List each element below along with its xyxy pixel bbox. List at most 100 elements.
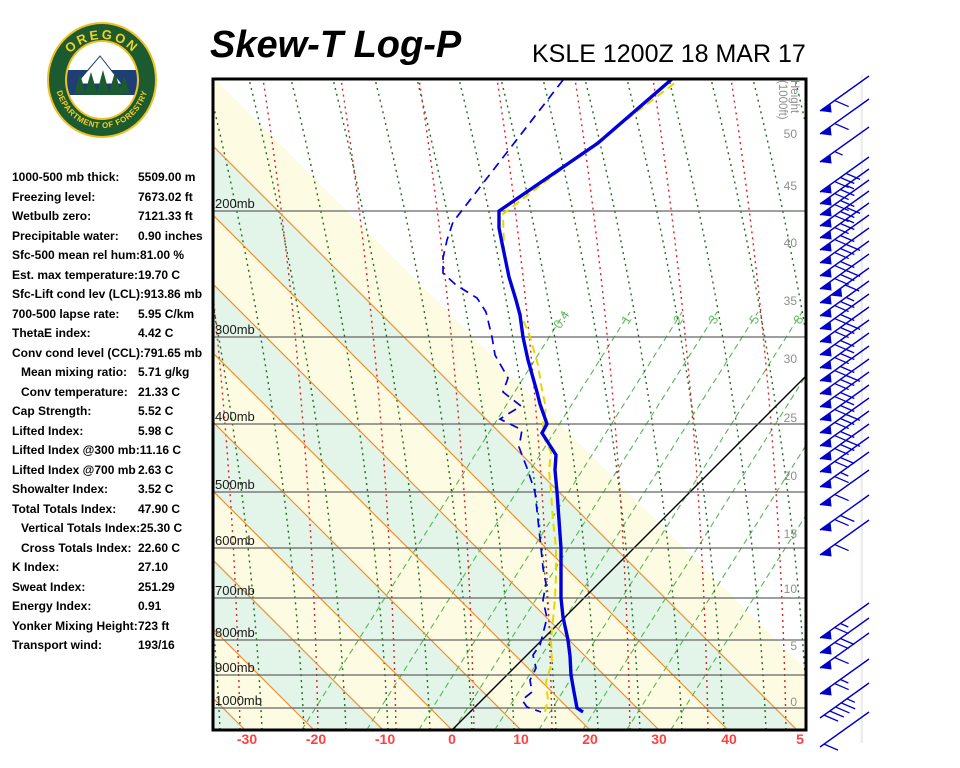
wind-barb: [819, 602, 870, 640]
agency-logo-image: OREGON DEPARTMENT OF FORESTRY: [47, 22, 157, 138]
stat-value: 913.86 mb: [144, 287, 203, 301]
stat-row: K Index: 27.10: [12, 558, 203, 578]
stat-row: Yonker Mixing Height:723 ft: [12, 617, 203, 637]
stat-value: 7121.33 ft: [138, 209, 193, 223]
stat-row: Mean mixing ratio: 5.71 g/kg: [12, 363, 203, 383]
stat-value: 5.52 C: [138, 404, 174, 418]
chart-border: [211, 77, 808, 732]
stat-label: Sweat Index:: [12, 579, 86, 594]
wind-barb: [819, 519, 870, 557]
dewpoint-trace: [442, 79, 564, 713]
sounding-stats-panel: 1000-500 mb thick: 5509.00 m Freezing leve…: [12, 168, 203, 656]
stat-label: Lifted Index:: [12, 423, 84, 438]
wind-barb: [819, 632, 870, 670]
height-label: 45: [784, 179, 798, 193]
stat-value: 251.29: [138, 579, 175, 594]
wind-barb: [819, 190, 870, 228]
stat-row: 1000-500 mb thick: 5509.00 m: [12, 168, 203, 188]
stat-label: Precipitable water:: [12, 228, 119, 243]
wind-barb: [819, 397, 870, 435]
stat-row: Transport wind: 193/16: [12, 636, 203, 656]
wind-barb: [819, 711, 870, 751]
wind-barb: [819, 682, 870, 722]
stat-label: Sfc-Lift cond lev (LCL):: [12, 287, 144, 301]
pressure-label: 900mb: [215, 660, 255, 675]
stat-row: Freezing level: 7673.02 ft: [12, 188, 203, 208]
pressure-label: 300mb: [215, 322, 255, 337]
stat-value: 5.95 C/km: [138, 306, 195, 321]
temperature-axis-label: 30: [651, 731, 667, 747]
stat-label: Transport wind:: [12, 638, 102, 652]
height-label: 30: [784, 352, 798, 366]
stat-value: 5509.00 m: [138, 170, 196, 184]
wind-barb: [819, 168, 870, 206]
temperature-axis-label: -30: [237, 731, 257, 747]
height-axis-units: (1000ft): [776, 80, 788, 120]
stat-label: Vertical Totals Index:: [21, 521, 141, 535]
parcel-trace: [501, 81, 677, 713]
pressure-label: 800mb: [215, 625, 255, 640]
stat-value: 19.70 C: [138, 267, 181, 282]
stat-value: 791.65 mb: [144, 345, 203, 360]
pressure-label: 700mb: [215, 583, 255, 598]
mixing-ratio-label: 0.4: [550, 308, 572, 331]
pressure-label: 600mb: [215, 533, 255, 548]
stat-row: 700-500 lapse rate: 5.95 C/km: [12, 305, 203, 325]
pressure-label: 500mb: [215, 477, 255, 492]
temperature-trace: [497, 79, 674, 714]
stat-value: 193/16: [138, 638, 175, 652]
stat-row: Sweat Index: 251.29: [12, 578, 203, 598]
mixing-ratio-label: 1: [618, 312, 635, 326]
wind-barb: [819, 126, 870, 164]
mixing-ratio-label: 2: [670, 312, 687, 326]
stat-label: Conv cond level (CCL):: [12, 345, 145, 360]
temperature-axis-label: -20: [306, 731, 326, 747]
wind-barb: [819, 293, 870, 331]
stat-row: Precipitable water: 0.90 inches: [12, 227, 203, 247]
height-label: 20: [784, 469, 798, 483]
stat-label: Sfc-500 mean rel hum:: [12, 248, 141, 262]
stat-row: Cross Totals Index: 22.60 C: [12, 539, 203, 559]
chart-background: [213, 79, 806, 730]
stat-row: Energy Index: 0.91: [12, 597, 203, 617]
height-label: 5: [790, 639, 797, 653]
stat-row: Lifted Index: 5.98 C: [12, 422, 203, 442]
wind-barb-column: [819, 75, 870, 751]
wind-barb: [819, 494, 870, 532]
stat-value: 3.52 C: [138, 482, 174, 496]
wind-barb: [819, 469, 870, 507]
pressure-label: 200mb: [215, 196, 255, 211]
wind-barb: [819, 202, 870, 240]
stat-value: 723 ft: [138, 618, 170, 633]
stat-value: 21.33 C: [138, 384, 181, 399]
stat-label: Mean mixing ratio:: [21, 365, 128, 379]
logo-emblem-scene: [67, 55, 137, 107]
station-datetime: KSLE 1200Z 18 MAR 17: [532, 40, 806, 68]
stat-label: Lifted Index @300 mb:: [12, 443, 140, 457]
wind-barb: [819, 658, 870, 696]
temperature-axis-label: -10: [375, 731, 395, 747]
stat-label: Cap Strength:: [12, 404, 92, 418]
height-label: 15: [784, 527, 798, 541]
stat-value: 25.30 C: [140, 521, 183, 535]
temperature-axis-label: 40: [721, 731, 737, 747]
page-title: Skew-T Log-P: [210, 24, 462, 66]
stat-row: Sfc-500 mean rel hum:81.00 %: [12, 246, 203, 266]
height-label: 35: [784, 294, 798, 308]
zero-isotherm-line: [451, 375, 806, 730]
height-label: 25: [784, 411, 798, 425]
stat-value: 11.16 C: [139, 443, 182, 457]
stat-row: Cap Strength: 5.52 C: [12, 402, 203, 422]
stat-label: K Index:: [12, 560, 60, 574]
wind-barb: [819, 98, 870, 136]
height-label: 10: [784, 582, 798, 596]
chart-labels: 200mb 300mb 400mb 500mb 600mb 700mb 800mb 900mb…: [215, 80, 806, 747]
stat-label: Est. max temperature:: [12, 267, 139, 282]
stat-value: 5.98 C: [138, 423, 174, 438]
stat-label: Conv temperature:: [21, 384, 128, 399]
agency-logo: OREGON DEPARTMENT OF FORESTRY: [44, 20, 160, 140]
wind-barb: [819, 179, 870, 217]
height-label: 0: [790, 695, 797, 709]
